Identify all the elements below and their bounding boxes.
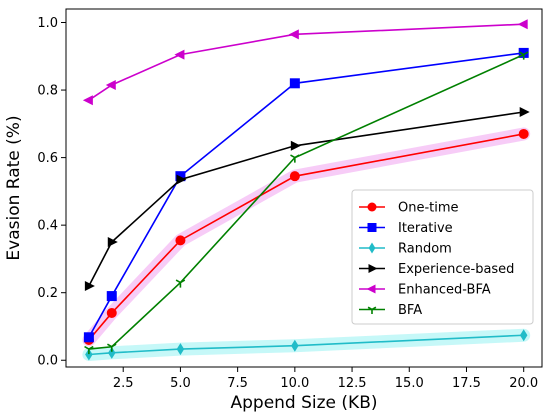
data-point-iterative [289, 78, 300, 89]
plot-frame [65, 8, 543, 368]
data-point-iterative [175, 171, 186, 182]
data-point-random [291, 339, 299, 352]
data-point-enhanced-bfa [288, 29, 299, 40]
legend-marker-iterative [367, 223, 377, 232]
legend-marker-random [368, 242, 376, 254]
legend-label-bfa: BFA [398, 303, 422, 318]
y-tick-label: 0.6 [37, 151, 58, 166]
y-tick-label: 0.8 [37, 84, 58, 99]
x-axis: 2.5 5.0 7.5 10.0 12.5 15.0 17.5 20.0 [113, 367, 538, 391]
data-point-one-time [518, 128, 529, 139]
legend-label-enhanced-bfa: Enhanced-BFA [398, 283, 491, 298]
x-tick-label: 20.0 [509, 376, 538, 391]
data-point-enhanced-bfa [517, 19, 528, 30]
data-point-random [176, 343, 185, 356]
x-tick-label: 5.0 [170, 376, 191, 391]
y-axis-label: Evasion Rate (%) [4, 115, 24, 260]
data-point-experience-based [84, 280, 95, 291]
series-experience-based [84, 107, 530, 291]
data-point-experience-based [176, 174, 187, 185]
data-point-bfa [84, 345, 94, 355]
legend-marker-enhanced-bfa [366, 284, 376, 294]
legend: One-time Iterative Random Experience-based E… [351, 189, 534, 325]
data-point-enhanced-bfa [105, 79, 116, 90]
x-axis-label: Append Size (KB) [230, 393, 377, 413]
data-point-one-time [289, 171, 300, 182]
data-point-bfa [518, 51, 529, 60]
series-one-time [83, 128, 529, 345]
x-tick-label: 2.5 [113, 376, 134, 391]
data-point-one-time [175, 235, 186, 246]
legend-label-one-time: One-time [398, 201, 459, 216]
data-point-random [108, 346, 116, 359]
data-point-enhanced-bfa [174, 49, 185, 60]
data-point-enhanced-bfa [82, 95, 93, 106]
legend-marker-one-time [367, 202, 377, 212]
x-tick-label: 17.5 [452, 376, 481, 391]
x-tick-label: 7.5 [227, 376, 248, 391]
series-layer [82, 19, 530, 361]
series-enhanced-bfa [82, 19, 528, 106]
data-point-bfa [107, 343, 117, 352]
data-point-iterative [518, 47, 529, 58]
y-tick-label: 0.4 [37, 219, 58, 234]
x-tick-label: 15.0 [395, 376, 424, 391]
legend-box [351, 189, 534, 325]
legend-marker-experience-based [368, 264, 378, 273]
legend-label-experience-based: Experience-based [398, 262, 514, 277]
data-point-bfa [175, 279, 186, 288]
data-point-iterative [106, 291, 117, 302]
x-tick-label: 12.5 [338, 376, 367, 391]
y-tick-label: 1.0 [37, 16, 58, 31]
data-point-bfa [290, 154, 300, 163]
data-point-iterative [83, 332, 94, 343]
data-point-random [519, 329, 528, 342]
data-point-experience-based [519, 107, 530, 118]
series-iterative [83, 47, 529, 343]
series-random [85, 329, 528, 361]
y-axis: 0.0 0.2 0.4 0.6 0.8 1.0 [37, 16, 66, 369]
data-point-experience-based [290, 140, 301, 151]
data-point-random [85, 348, 93, 361]
data-point-experience-based [107, 237, 118, 248]
legend-marker-bfa [367, 306, 377, 314]
legend-label-iterative: Iterative [398, 221, 453, 236]
series-bfa [84, 51, 529, 355]
y-tick-label: 0.0 [37, 354, 58, 369]
x-tick-label: 10.0 [280, 376, 309, 391]
data-point-one-time [106, 307, 117, 318]
legend-label-random: Random [398, 242, 452, 257]
y-tick-label: 0.2 [37, 286, 58, 301]
